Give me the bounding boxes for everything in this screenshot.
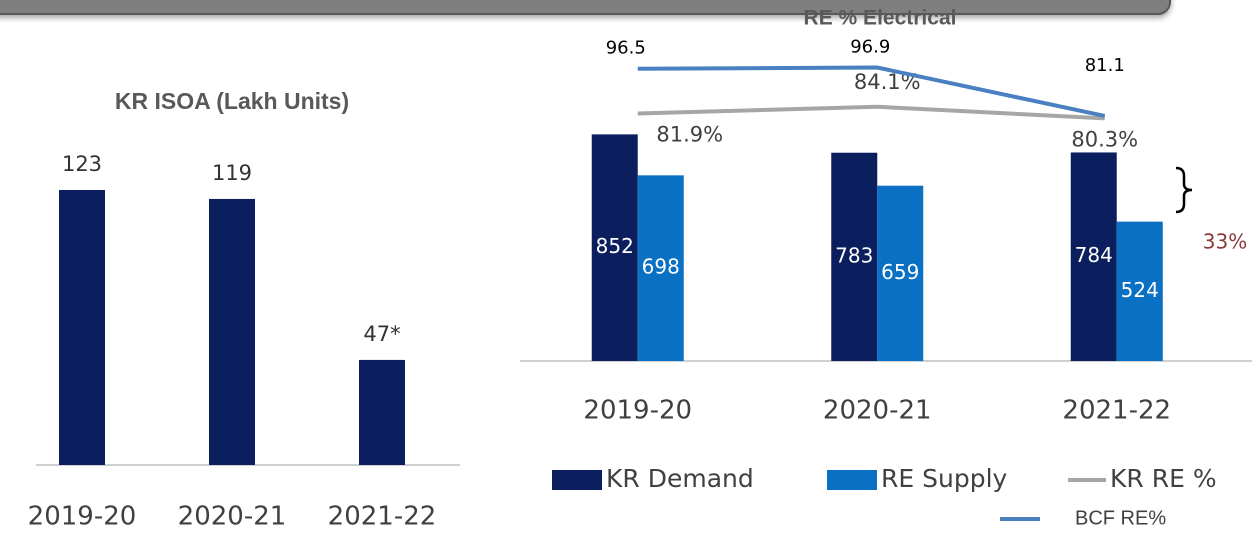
data-label: 698 [642,255,680,279]
legend-swatch [827,470,877,490]
bar [877,185,924,361]
legend-label: RE Supply [881,464,1008,493]
data-label: 659 [881,260,919,284]
data-label: 81.1 [1085,55,1125,76]
data-label: 47* [363,322,400,346]
data-label: 123 [62,152,102,176]
line [637,65,1106,118]
bar [831,152,878,361]
bar [209,198,255,465]
data-label: 783 [835,243,873,267]
x-tick-label: 2021-22 [1062,396,1171,426]
data-label: 80.3% [1071,127,1138,151]
data-label: 96.9 [850,37,890,58]
x-tick-label: 2019-20 [28,502,137,532]
data-label: 524 [1121,278,1159,302]
chart-title: KR ISOA (Lakh Units) [115,88,349,114]
bar [637,175,684,361]
bar [359,359,405,465]
chart-title: RE % Electrical [804,7,957,30]
x-tick-label: 2021-22 [328,502,437,532]
x-tick-label: 2019-20 [583,396,692,426]
bar [1070,152,1117,361]
data-label: 96.5 [606,38,646,59]
data-label: 852 [596,234,634,258]
x-tick-label: 2020-21 [823,396,932,426]
legend-label: KR RE % [1110,464,1217,493]
legend-label: KR Demand [606,464,754,493]
data-label: 81.9% [656,123,723,147]
bar [59,190,105,465]
x-tick-label: 2020-21 [178,502,287,532]
legend-swatch [552,470,602,490]
header-panel [0,0,1171,15]
brace [1175,166,1193,214]
data-label: 784 [1075,243,1113,267]
line [637,104,1105,121]
bar [1116,221,1163,361]
data-label: 119 [212,161,252,185]
legend-label: BCF RE% [1075,507,1166,529]
annotation: 33% [1203,230,1247,254]
bar [591,134,638,361]
